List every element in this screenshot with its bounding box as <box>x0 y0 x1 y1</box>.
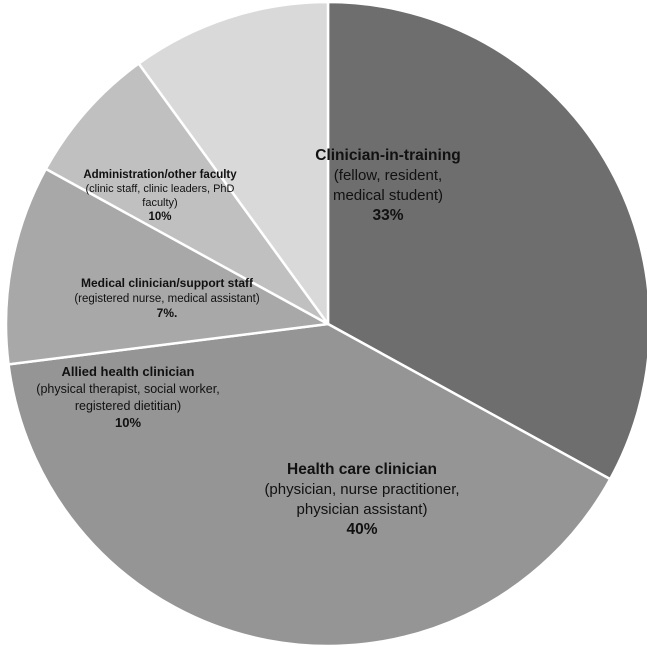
slice-percent-label: 33% <box>372 207 403 224</box>
slice-description-label: (physician, nurse practitioner, <box>264 481 459 498</box>
pie-slice-health-care-clinician <box>7 322 612 646</box>
slice-category-label: Clinician-in-training <box>315 147 461 164</box>
slice-description-label: (physical therapist, social worker, <box>36 382 219 396</box>
slice-description-label: registered dietitian) <box>75 399 181 413</box>
slice-description-label: (fellow, resident, <box>334 167 442 184</box>
slice-category-label: Health care clinician <box>287 461 437 478</box>
slice-description-label: (registered nurse, medical assistant) <box>74 293 260 305</box>
slice-category-label: Administration/other faculty <box>83 169 237 181</box>
slice-description-label: faculty) <box>142 197 177 209</box>
slice-description-label: medical student) <box>333 187 443 204</box>
pie-slice-medical-clinician-support-staff <box>44 62 330 326</box>
slice-category-label: Medical clinician/support staff <box>81 276 254 290</box>
pie-slice-allied-health-clinician <box>4 167 330 366</box>
slice-description-label: physician assistant) <box>297 501 428 518</box>
slice-label-group: Allied health clinician (physical therapi… <box>36 364 219 430</box>
slice-percent-label: 40% <box>346 521 377 538</box>
labels-layer: Clinician-in-training (fellow, resident, m… <box>36 147 460 538</box>
slice-label-group: Health care clinician (physician, nurse p… <box>264 461 459 538</box>
pie-slice-administration-other-faculty <box>137 0 330 326</box>
slice-percent-label: 10% <box>148 211 171 223</box>
slice-description-label: (clinic staff, clinic leaders, PhD <box>86 183 235 195</box>
slice-percent-label: 7%. <box>157 306 178 320</box>
pie-slice-clinician-in-training <box>326 0 647 481</box>
slice-label-group: Medical clinician/support staff (register… <box>74 276 260 320</box>
slice-label-group: Administration/other faculty (clinic staf… <box>83 169 237 223</box>
slices-layer <box>4 0 647 646</box>
slice-percent-label: 10% <box>115 415 141 430</box>
slice-label-group: Clinician-in-training (fellow, resident, m… <box>315 147 461 224</box>
slice-category-label: Allied health clinician <box>62 364 195 379</box>
